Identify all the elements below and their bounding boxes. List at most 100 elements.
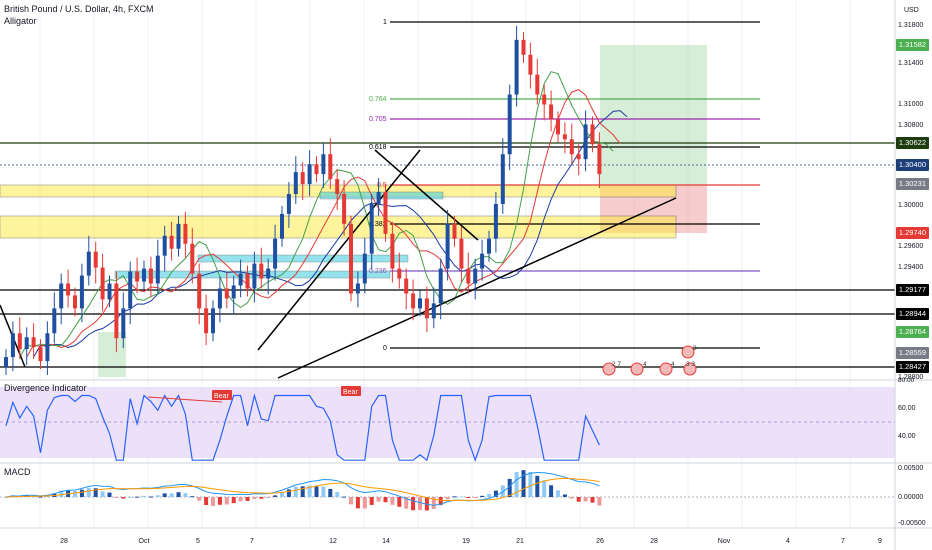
key-levels (0, 142, 895, 368)
price-tag-9: 1.28559 (895, 347, 929, 359)
macd-level-pos: 0.00500 (898, 465, 923, 472)
macd-histogram-bar (487, 493, 491, 497)
candle-body (466, 268, 471, 284)
macd-histogram-bar (369, 497, 374, 505)
candle-body (114, 283, 119, 339)
macd-histogram-bar (114, 497, 119, 498)
price-tag-7: 1.28944 (895, 308, 929, 320)
candle-body (576, 154, 581, 160)
macd-histogram-bar (583, 497, 588, 502)
price-tag-10: 1.28427 (895, 361, 929, 373)
axis-currency: USD (904, 7, 919, 14)
candle-body (10, 333, 15, 358)
macd-line (5, 471, 600, 506)
candle-body (280, 213, 284, 239)
candle-body (424, 298, 429, 319)
price-tick-1: 1.31800 (898, 22, 923, 29)
candle-body (376, 192, 381, 204)
macd-histogram-bar (390, 497, 395, 505)
macd-histogram-bar (328, 488, 333, 497)
macd-histogram-bar (121, 497, 126, 499)
candle-body (590, 124, 595, 145)
macd-histogram-bar (452, 496, 457, 498)
candle-body (549, 104, 554, 120)
candle-body (431, 303, 436, 319)
macd-histogram-bar (314, 486, 319, 497)
macd-histogram-bar (424, 497, 429, 511)
macd-histogram-bar (562, 494, 567, 497)
candle-body (369, 203, 374, 254)
candle-body (438, 268, 443, 304)
macd-histogram-bar (280, 492, 284, 497)
divergence-line (5, 393, 600, 463)
macd-histogram-bar (590, 497, 595, 503)
candle-body (321, 154, 326, 175)
macd-histogram-bar (473, 497, 478, 498)
macd-histogram-bar (418, 497, 422, 510)
candle-body (583, 124, 588, 160)
flag-icon-us-4[interactable] (683, 362, 697, 376)
candle-body (259, 263, 264, 279)
fib-label-0382: 0.382 (369, 221, 387, 228)
divergence-title: Divergence Indicator (4, 383, 87, 393)
price-tag-2: 1.30622 (895, 137, 929, 149)
flag-icon-us-5[interactable] (681, 345, 695, 359)
alligator-teeth (26, 89, 621, 358)
candle-body (155, 255, 160, 284)
candle-body (480, 253, 485, 269)
macd-histogram-bar (204, 497, 209, 506)
macd-histogram-bar (597, 497, 602, 506)
div-level-40: 40.00 (898, 433, 916, 440)
candle-body (224, 288, 229, 299)
candle-body (86, 251, 91, 276)
candle-body (459, 238, 464, 269)
macd-histogram-bar (142, 495, 146, 497)
candle-body (183, 223, 188, 244)
candle-body (45, 333, 50, 362)
candle-body (211, 308, 215, 334)
macd-histogram-bar (459, 496, 464, 498)
candle-body (38, 347, 43, 362)
macd-histogram-bar (197, 497, 202, 501)
macd-histogram-bar (211, 497, 215, 506)
macd-histogram-bar (493, 490, 498, 497)
date-tick-8: 21 (516, 538, 524, 545)
macd-level-zero: 0.00000 (898, 494, 923, 501)
macd-histogram-bar (107, 492, 112, 497)
macd-histogram-bar (300, 486, 305, 497)
price-tag-8: 1.28764 (895, 326, 929, 338)
fib-label-0618: 0.618 (369, 144, 387, 151)
event-count-3: 4 (671, 361, 675, 368)
price-tag-4: 1.30231 (895, 178, 929, 190)
candle-body (142, 268, 146, 282)
macd-histogram-bar (293, 486, 298, 497)
candle-body (31, 337, 36, 348)
date-tick-14: 9 (878, 538, 882, 545)
trendline-rising-long (277, 197, 677, 379)
candle-body (293, 172, 298, 194)
candle-body (307, 164, 312, 185)
candle-body (362, 253, 367, 284)
fib-label-0764: 0.764 (369, 96, 387, 103)
date-tick-12: 4 (786, 538, 790, 545)
macd-histogram-bar (321, 486, 326, 497)
candle-body (355, 283, 360, 294)
macd-title: MACD (4, 467, 31, 477)
macd-signal-line (5, 477, 600, 502)
alligator-jaw (33, 110, 628, 358)
event-count-1: 2 7 (612, 361, 621, 368)
candle-body (328, 154, 333, 180)
price-tick-3: 1.31000 (898, 101, 923, 108)
flag-icon-us-2[interactable] (630, 362, 644, 376)
div-level-60: 60.00 (898, 405, 916, 412)
macd-histogram (4, 470, 602, 511)
flag-icon-us-1[interactable] (602, 362, 616, 376)
candle-body (404, 278, 409, 294)
macd-histogram-bar (176, 492, 181, 497)
candle-body (542, 94, 547, 105)
candle-body (597, 144, 602, 175)
candle-body (342, 194, 347, 224)
candle-body (266, 268, 271, 279)
candle-body (445, 223, 450, 269)
flag-icon-us-3[interactable] (659, 362, 673, 376)
